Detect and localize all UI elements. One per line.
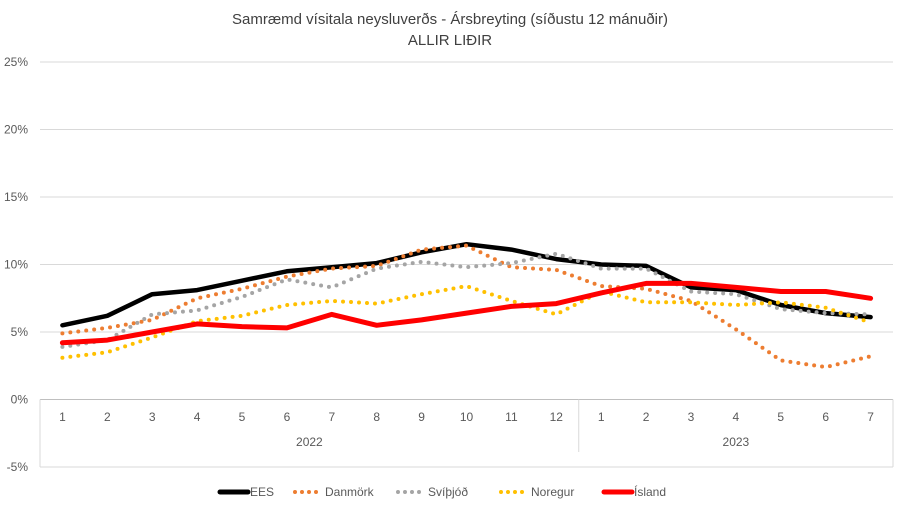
series-line — [59, 280, 874, 346]
y-tick-label: -5% — [7, 460, 29, 474]
x-tick-label: 5 — [239, 410, 246, 424]
y-tick-label: 20% — [4, 123, 28, 137]
x-tick-label: 9 — [418, 410, 425, 424]
y-tick-label: 10% — [4, 258, 28, 272]
x-tick-label: 10 — [460, 410, 474, 424]
y-tick-label: 25% — [4, 55, 28, 69]
legend: EES Danmörk Svíþjóð Noregur Ísland — [217, 484, 666, 499]
x-tick-label: 8 — [373, 410, 380, 424]
legend-label: Svíþjóð — [428, 485, 468, 499]
x-tick-label: 5 — [777, 410, 784, 424]
x-tick-label: 6 — [284, 410, 291, 424]
x-tick-label: 12 — [550, 410, 564, 424]
x-tick-label: 3 — [149, 410, 156, 424]
x-tick-label: 1 — [598, 410, 605, 424]
x-tick-label: 4 — [733, 410, 740, 424]
series-line — [60, 243, 873, 370]
x-group-label: 2023 — [723, 435, 750, 449]
chart-title: Samræmd vísitala neysluverðs - Ársbreyti… — [232, 11, 668, 28]
x-tick-label: 2 — [643, 410, 650, 424]
x-tick-label: 3 — [688, 410, 695, 424]
legend-label: Ísland — [634, 484, 666, 499]
legend-label: Noregur — [531, 485, 574, 499]
y-tick-label: 0% — [11, 393, 29, 407]
chart-subtitle: ALLIR LIÐIR — [408, 32, 492, 49]
x-tick-label: 7 — [867, 410, 874, 424]
gridlines — [40, 61, 893, 468]
legend-label: EES — [250, 485, 274, 499]
legend-label: Danmörk — [325, 485, 375, 499]
x-tick-label: 4 — [194, 410, 201, 424]
y-axis-ticks: -5% 0% 5% 10% 15% 20% 25% — [4, 55, 28, 474]
y-tick-label: 15% — [4, 190, 28, 204]
x-tick-label: 7 — [328, 410, 335, 424]
series-line — [60, 251, 873, 349]
series-lines — [59, 241, 874, 370]
x-tick-label: 11 — [505, 410, 518, 424]
x-tick-label: 6 — [822, 410, 829, 424]
x-tick-label: 2 — [104, 410, 111, 424]
y-tick-label: 5% — [11, 325, 29, 339]
x-tick-label: 1 — [59, 410, 66, 424]
x-group-label: 2022 — [296, 435, 323, 449]
